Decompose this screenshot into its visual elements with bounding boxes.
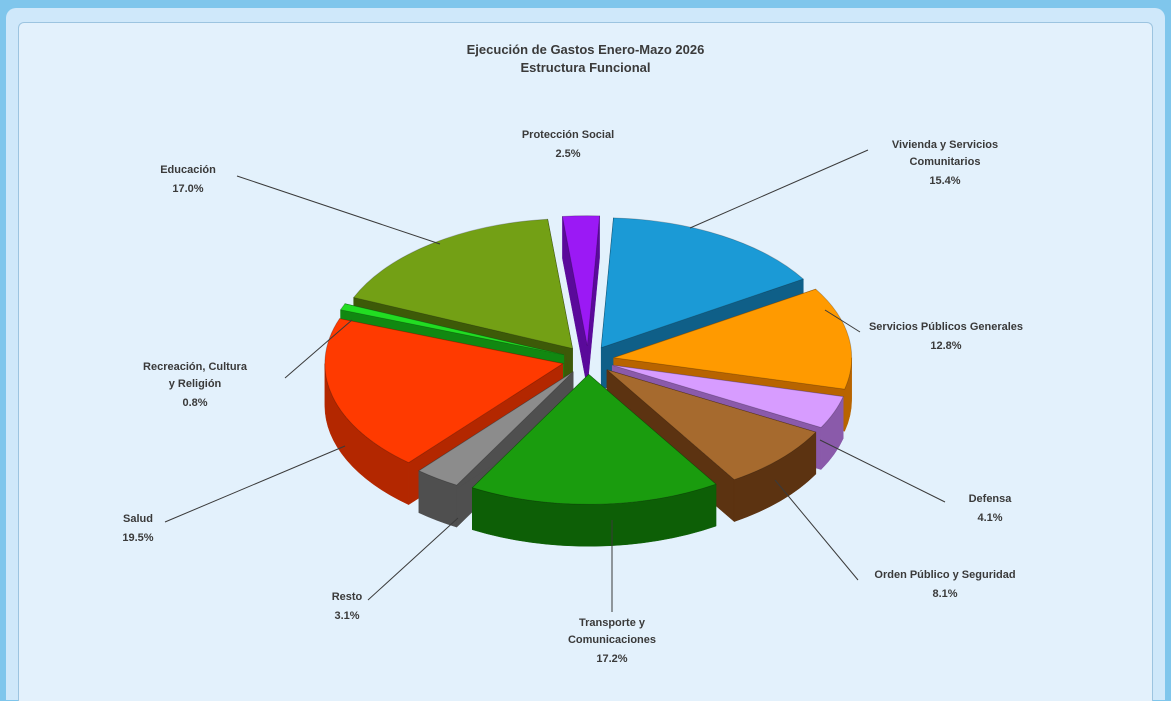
- pie-slice-orden-publico-y-seguridad: [606, 369, 817, 481]
- slice-value-recreacion-cultura-y-religion: 0.8%: [182, 397, 207, 409]
- slice-label-salud: Salud 19.5%: [122, 513, 153, 544]
- slice-label-vivienda-y-servicios-comunitarios: Vivienda y Servicios Comunitarios 15.4%: [892, 139, 998, 187]
- slice-value-educacion: 17.0%: [172, 183, 203, 195]
- pie-slice-transporte-y-comunicaciones: [471, 373, 717, 505]
- chart-title: Ejecución de Gastos Enero-Mazo 2026: [466, 42, 705, 57]
- slice-value-resto: 3.1%: [334, 610, 359, 622]
- pie-slice-defensa: [612, 364, 844, 428]
- slice-value-transporte-y-comunicaciones: 17.2%: [596, 653, 627, 665]
- pie-slice-salud: [324, 318, 564, 464]
- pie-slice-educacion: [352, 218, 574, 350]
- slice-value-vivienda-y-servicios-comunitarios: 15.4%: [929, 175, 960, 187]
- slice-label-defensa: Defensa 4.1%: [969, 493, 1013, 524]
- leader-line-orden-publico-y-seguridad: [774, 479, 859, 581]
- chart-subtitle: Estructura Funcional: [520, 60, 651, 75]
- pie-slice-recreacion-cultura-y-religion: [339, 303, 564, 356]
- slice-label-orden-publico-y-seguridad: Orden Público y Seguridad 8.1%: [874, 569, 1015, 600]
- pie-slice-vivienda-y-servicios-comunitarios: [600, 217, 805, 349]
- leader-line-servicios-publicos-generales: [824, 309, 861, 333]
- leader-line-resto: [367, 517, 459, 601]
- slice-value-proteccion-social: 2.5%: [555, 148, 580, 160]
- slice-label-recreacion-cultura-y-religion: Recreación, Cultura y Religión 0.8%: [143, 361, 248, 409]
- pie-slice-resto: [418, 371, 574, 486]
- slice-label-educacion: Educación 17.0%: [160, 164, 216, 195]
- leader-line-defensa: [819, 439, 946, 503]
- leader-line-recreacion-cultura-y-religion: [284, 319, 353, 379]
- leader-line-vivienda-y-servicios-comunitarios: [689, 149, 869, 229]
- slice-value-salud: 19.5%: [122, 532, 153, 544]
- slice-value-servicios-publicos-generales: 12.8%: [930, 340, 961, 352]
- slice-label-transporte-y-comunicaciones: Transporte y Comunicaciones 17.2%: [568, 617, 656, 665]
- leader-line-salud: [164, 445, 346, 523]
- leader-line-educacion: [236, 175, 441, 245]
- pie-slice-servicios-publicos-generales: [613, 288, 853, 390]
- slice-label-proteccion-social: Protección Social 2.5%: [522, 129, 614, 160]
- slice-value-defensa: 4.1%: [977, 512, 1002, 524]
- slice-label-resto: Resto 3.1%: [332, 591, 363, 622]
- slice-value-orden-publico-y-seguridad: 8.1%: [932, 588, 957, 600]
- slice-label-servicios-publicos-generales: Servicios Públicos Generales 12.8%: [869, 321, 1023, 352]
- pie-slice-proteccion-social: [561, 215, 601, 346]
